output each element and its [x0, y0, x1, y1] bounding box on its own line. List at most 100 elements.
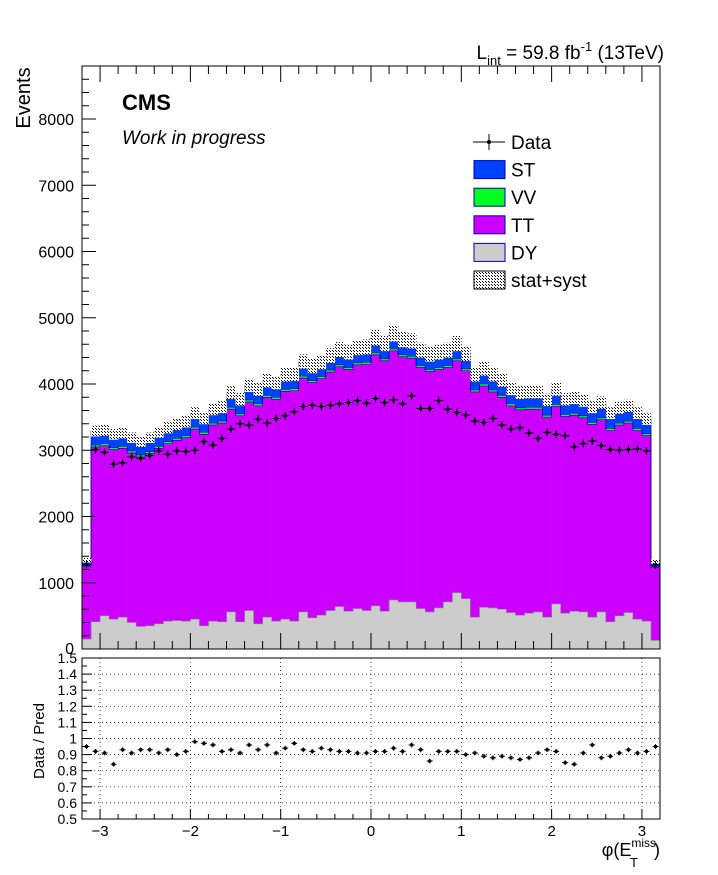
- legend-entry-dy: DY: [473, 242, 538, 264]
- data-point: [280, 411, 290, 420]
- bar-st: [587, 407, 598, 423]
- data-point: [343, 398, 353, 407]
- bar-dy: [614, 615, 625, 649]
- bar-vv: [163, 441, 173, 444]
- ratio-y-tick-label: 1.5: [58, 650, 78, 666]
- band-bin: [127, 432, 137, 443]
- bar-dy: [334, 606, 345, 649]
- bar-st: [542, 399, 552, 416]
- ratio-y-axis-title: Data / Pred: [31, 703, 48, 779]
- x-tick-label: −3: [92, 823, 109, 840]
- bar-st: [244, 385, 254, 400]
- stacked-histogram: [82, 333, 660, 649]
- bar-st: [470, 374, 480, 390]
- band-bin: [641, 413, 652, 425]
- ratio-point: [191, 739, 198, 745]
- band-bin: [289, 367, 300, 381]
- bar-dy: [118, 617, 128, 649]
- bar-dy: [551, 603, 561, 649]
- bar-tt: [343, 369, 354, 612]
- ratio-point: [526, 755, 533, 761]
- ratio-point: [408, 742, 415, 748]
- bar-vv: [479, 384, 489, 386]
- ratio-point: [336, 748, 343, 754]
- bar-tt: [82, 566, 92, 640]
- outline-dy: [82, 592, 660, 641]
- bar-tt: [172, 440, 182, 621]
- band-bin: [389, 325, 399, 342]
- bar-st: [199, 418, 209, 433]
- data-point: [298, 402, 308, 411]
- ratio-point: [535, 750, 542, 756]
- bar-dy: [289, 621, 300, 649]
- data-point: [515, 423, 525, 432]
- band-bin: [91, 425, 101, 437]
- stack-st: [82, 333, 660, 567]
- bar-tt: [650, 567, 660, 641]
- ratio-y-tick-label: 0.8: [58, 763, 78, 779]
- bar-st: [136, 441, 146, 455]
- data-point: [650, 560, 660, 569]
- ratio-point: [300, 747, 307, 753]
- band-bin: [271, 376, 281, 390]
- bar-tt: [380, 360, 390, 612]
- data-point: [136, 454, 146, 463]
- band-bin: [82, 558, 92, 563]
- bar-dy: [235, 621, 245, 649]
- data-point: [578, 439, 588, 448]
- legend-label: TT: [511, 216, 535, 237]
- bar-dy: [596, 611, 607, 649]
- ratio-point: [462, 752, 469, 758]
- y-tick-label: 5000: [38, 311, 74, 328]
- ratio-point: [544, 747, 551, 753]
- ratio-point: [209, 742, 216, 748]
- cms-label: CMS: [122, 90, 171, 115]
- bar-vv: [641, 433, 652, 436]
- bar-tt: [154, 448, 164, 624]
- band-bin: [235, 392, 245, 406]
- data-point: [524, 429, 534, 437]
- band-bin: [560, 392, 570, 406]
- y-tick-label: 6000: [38, 245, 74, 262]
- data-point: [488, 414, 498, 423]
- bar-dy: [352, 608, 363, 649]
- bar-dy: [136, 626, 146, 649]
- bar-dy: [650, 640, 660, 649]
- band-bin: [425, 346, 435, 362]
- band-bin: [407, 333, 417, 349]
- bar-tt: [632, 430, 643, 620]
- data-point: [425, 404, 435, 413]
- bar-vv: [488, 389, 498, 392]
- bar-vv: [596, 417, 607, 420]
- bar-tt: [506, 405, 516, 613]
- bar-vv: [235, 413, 245, 416]
- band-bin: [551, 382, 561, 396]
- bar-dy: [497, 609, 507, 649]
- data-point: [127, 452, 137, 461]
- x-tick-label: 2: [547, 823, 555, 840]
- bar-st: [172, 424, 182, 439]
- y-tick-label: 8000: [38, 112, 74, 129]
- bar-dy: [623, 612, 634, 649]
- bar-dy: [452, 592, 462, 649]
- bar-tt: [352, 364, 363, 609]
- bar-st: [361, 346, 372, 363]
- band-bin: [154, 426, 164, 438]
- bar-st: [100, 430, 110, 444]
- x-axis-title: φ(Emiss T): [602, 836, 660, 870]
- bar-tt: [425, 371, 435, 612]
- bar-tt: [109, 449, 119, 620]
- bar-st: [262, 380, 272, 396]
- bar-st: [343, 352, 354, 368]
- band-bin: [145, 432, 155, 443]
- bar-dy: [425, 611, 435, 649]
- ratio-point: [309, 748, 316, 754]
- data-point: [226, 425, 236, 434]
- band-bin: [316, 354, 327, 370]
- bar-st: [163, 427, 173, 442]
- bar-st: [217, 407, 227, 422]
- y-tick-label: 2000: [38, 510, 74, 527]
- bar-dy: [533, 611, 543, 649]
- bar-tt: [181, 437, 191, 622]
- data-point: [361, 399, 371, 408]
